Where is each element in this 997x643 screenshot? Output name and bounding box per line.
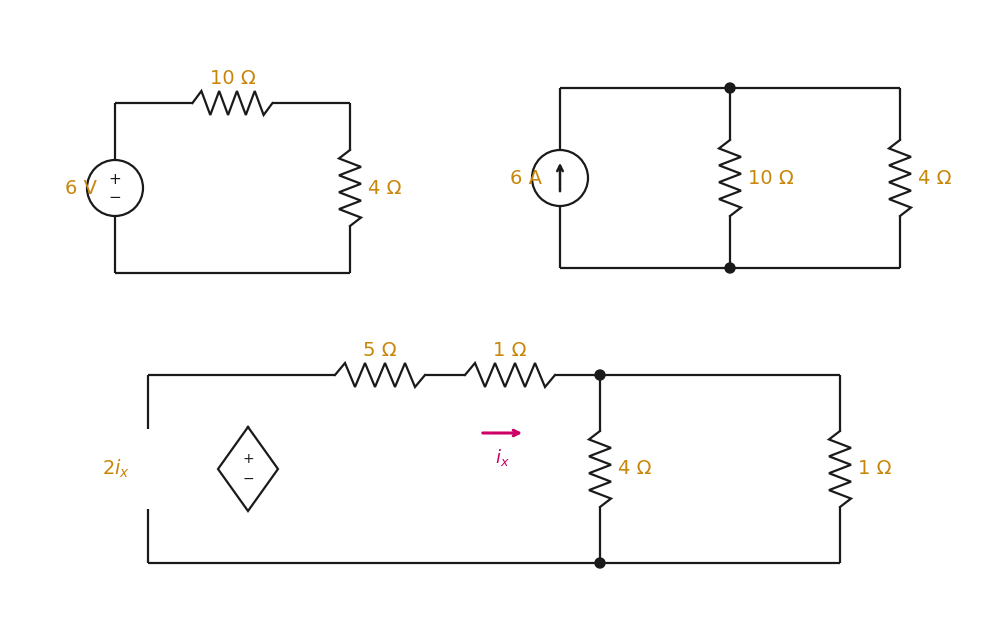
Text: 5 Ω: 5 Ω — [363, 341, 397, 360]
Text: 1 Ω: 1 Ω — [858, 460, 891, 478]
Text: +: + — [109, 172, 122, 186]
Text: 6 A: 6 A — [510, 168, 542, 188]
Circle shape — [595, 558, 605, 568]
Text: +: + — [242, 452, 254, 466]
Text: $2i_x$: $2i_x$ — [102, 458, 130, 480]
Text: −: − — [109, 190, 122, 204]
Text: 4 Ω: 4 Ω — [618, 460, 651, 478]
Text: $i_x$: $i_x$ — [495, 447, 509, 468]
Circle shape — [725, 263, 735, 273]
Text: 4 Ω: 4 Ω — [918, 168, 951, 188]
Text: −: − — [242, 472, 254, 486]
Text: 10 Ω: 10 Ω — [209, 69, 255, 88]
Text: 10 Ω: 10 Ω — [748, 168, 794, 188]
Text: 4 Ω: 4 Ω — [368, 179, 402, 197]
Text: 1 Ω: 1 Ω — [494, 341, 526, 360]
Circle shape — [725, 83, 735, 93]
Text: 6 V: 6 V — [65, 179, 97, 197]
Circle shape — [595, 370, 605, 380]
